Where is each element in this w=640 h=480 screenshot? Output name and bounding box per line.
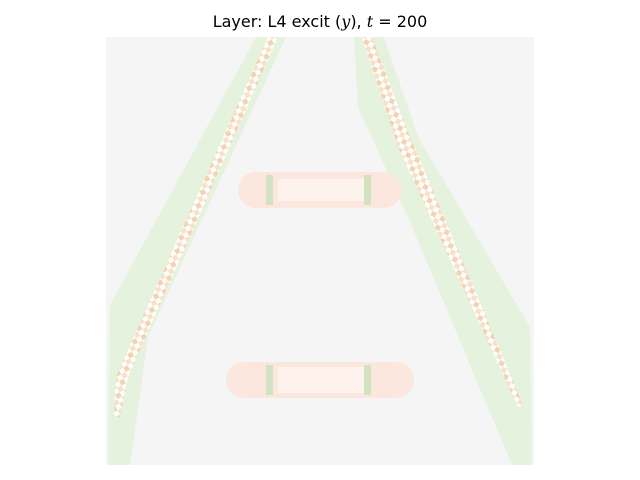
title-prefix: Layer: L4 excit ( (212, 12, 342, 31)
lower-crossbar-right-edge (364, 365, 371, 395)
upper-crossbar-left-edge (266, 175, 273, 205)
upper-crossbar-right-edge (364, 175, 371, 205)
figure-title: Layer: L4 excit (y), t = 200 (0, 12, 640, 32)
title-mid: ), (350, 12, 367, 31)
right-stroke-core (362, 37, 524, 407)
left-stroke-halo (108, 37, 286, 465)
heatmap-image (106, 37, 534, 465)
title-time-variable: t (366, 12, 374, 31)
lower-crossbar-inner (278, 367, 364, 393)
lower-crossbar-left-edge (266, 365, 273, 395)
heatmap-svg (106, 37, 534, 465)
upper-crossbar-inner (278, 179, 364, 201)
title-time-value: = 200 (373, 12, 428, 31)
title-variable: y (341, 12, 351, 31)
